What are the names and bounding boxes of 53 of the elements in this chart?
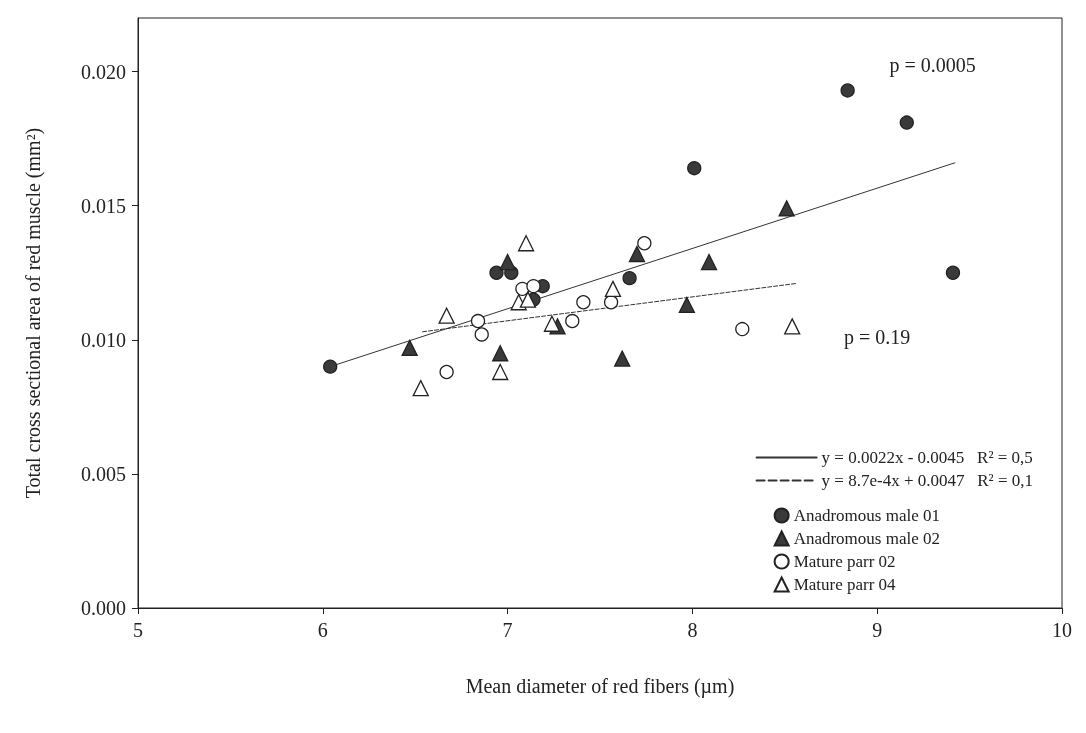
x-axis-title: Mean diameter of red fibers (µm) [465, 675, 735, 698]
point [323, 359, 338, 374]
x-tick-label: 5 [133, 619, 143, 641]
point [603, 295, 619, 310]
point [687, 161, 702, 176]
point [899, 115, 914, 130]
legend-label: Mature parr 02 [793, 552, 896, 571]
x-tick-label: 7 [502, 619, 513, 641]
point [517, 235, 535, 252]
point [678, 296, 696, 314]
point [784, 318, 801, 335]
annotation: p = 0.19 [844, 325, 911, 349]
legend-label: Anadromous male 02 [793, 529, 940, 548]
point [438, 307, 455, 324]
point [439, 364, 454, 380]
point [700, 253, 718, 271]
point [628, 245, 646, 263]
point [622, 270, 637, 286]
point [470, 313, 486, 329]
point [489, 265, 504, 280]
y-tick-label: 0.010 [81, 328, 126, 351]
legend-label: Mature parr 04 [793, 575, 897, 594]
y-tick-label: 0.020 [81, 60, 126, 83]
point [401, 339, 418, 357]
point [565, 313, 580, 329]
y-tick-label: 0.005 [81, 462, 126, 485]
annotation: p = 0.0005 [889, 54, 976, 78]
point [614, 350, 631, 367]
y-tick-label: 0.015 [81, 194, 126, 217]
point [637, 236, 652, 251]
point [412, 379, 429, 397]
legend-label: y = 0.0022x - 0.0045 R² = 0,5 [821, 448, 1033, 467]
point [492, 345, 509, 362]
point [526, 279, 541, 294]
point [519, 291, 537, 308]
point [778, 200, 795, 217]
x-tick-label: 9 [872, 619, 883, 641]
legend-label: Anadromous male 01 [793, 506, 940, 525]
point [576, 295, 591, 310]
point [945, 265, 961, 280]
x-tick-label: 8 [687, 619, 698, 641]
legend-label: y = 8.7e-4x + 0.0047 R² = 0,1 [821, 471, 1033, 490]
x-tick-label: 10 [1052, 619, 1072, 641]
point [474, 327, 489, 342]
point [735, 321, 750, 337]
y-axis-title: Total cross sectional area of red muscle (mm²) [22, 127, 45, 499]
point [499, 253, 516, 271]
point [543, 315, 561, 332]
point [604, 280, 622, 298]
point [840, 83, 855, 98]
point [492, 363, 509, 381]
y-tick-label: 0.000 [81, 597, 126, 619]
x-tick-label: 6 [317, 619, 328, 641]
